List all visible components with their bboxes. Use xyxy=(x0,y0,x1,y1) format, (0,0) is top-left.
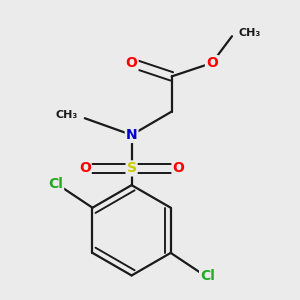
Text: O: O xyxy=(172,161,184,176)
Text: CH₃: CH₃ xyxy=(56,110,78,120)
Text: O: O xyxy=(206,56,218,70)
Text: S: S xyxy=(127,161,136,176)
Text: N: N xyxy=(126,128,137,142)
Text: O: O xyxy=(126,56,137,70)
Text: O: O xyxy=(79,161,91,176)
Text: Cl: Cl xyxy=(200,269,215,283)
Text: Cl: Cl xyxy=(48,177,63,191)
Text: CH₃: CH₃ xyxy=(239,28,261,38)
